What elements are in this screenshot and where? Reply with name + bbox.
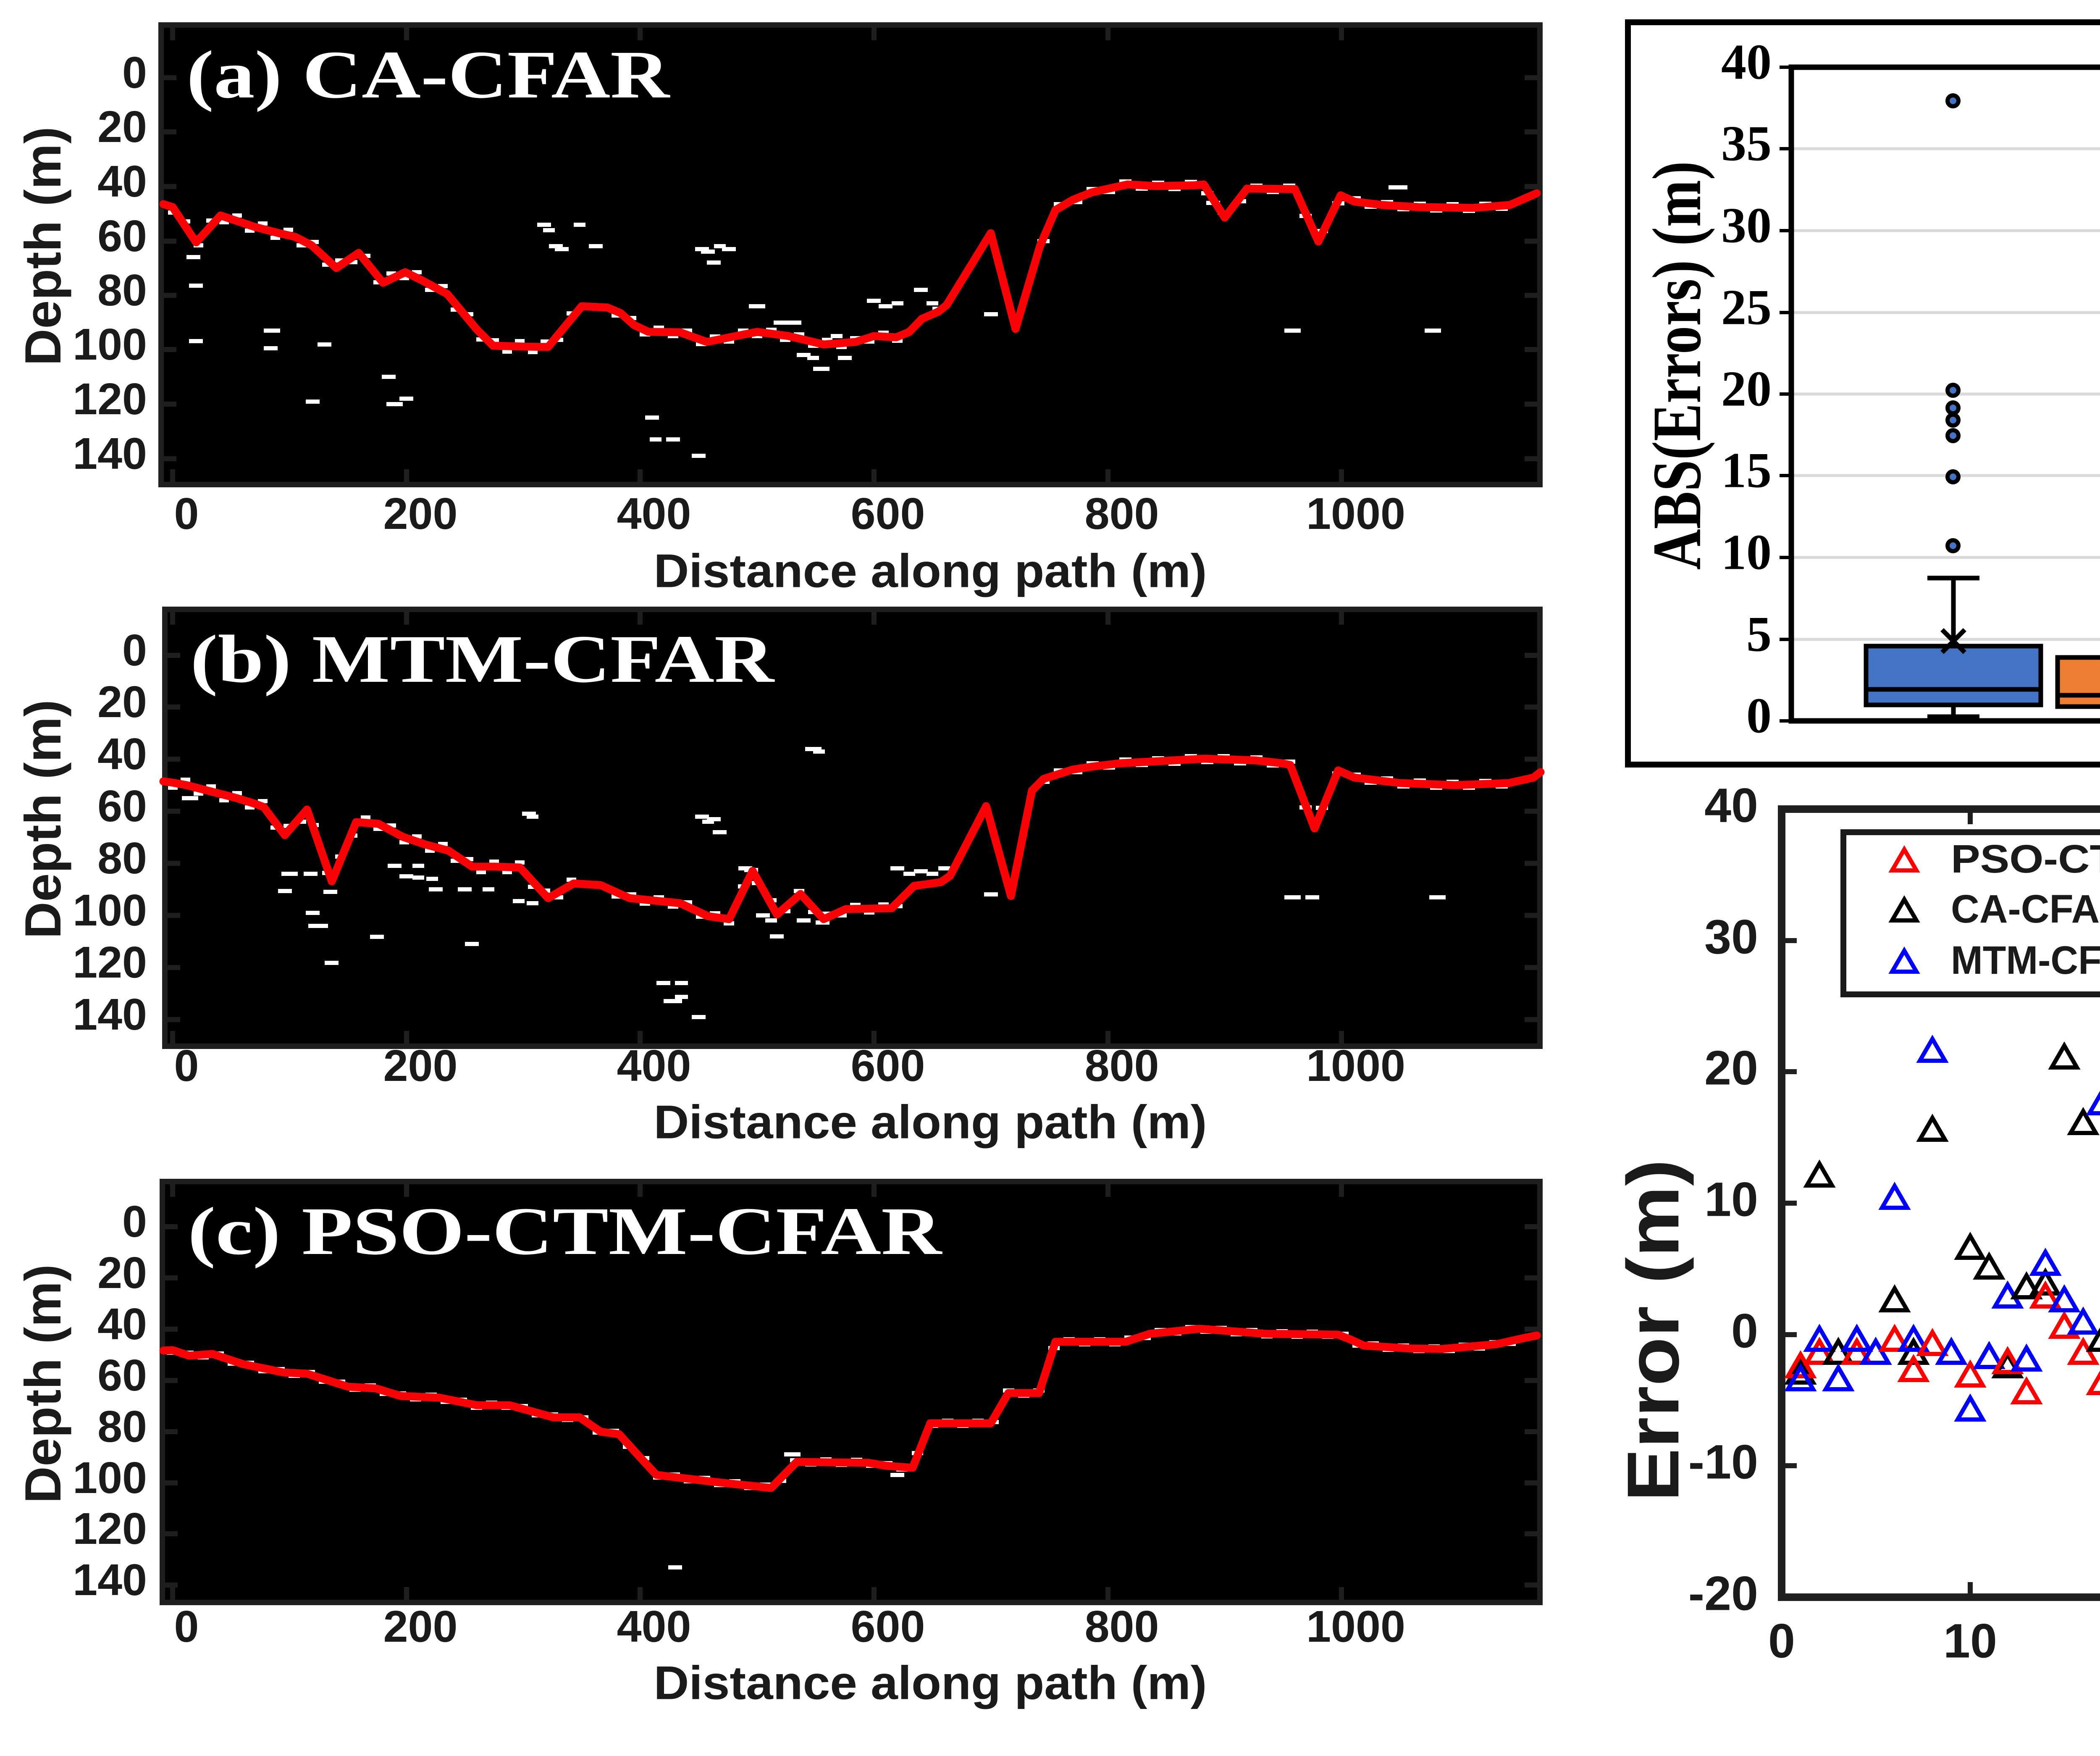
svg-text:Error (m): Error (m) [1612,1159,1694,1502]
svg-text:40: 40 [97,157,147,206]
svg-text:Distance along path (m): Distance along path (m) [654,1096,1207,1149]
svg-text:0: 0 [1731,1304,1758,1358]
svg-text:(a) CA-CFAR: (a) CA-CFAR [186,37,670,113]
svg-text:800: 800 [1085,1602,1159,1651]
svg-text:(c) PSO-CTM-CFAR: (c) PSO-CTM-CFAR [188,1194,942,1269]
svg-text:140: 140 [73,990,147,1039]
svg-text:200: 200 [383,1602,458,1651]
svg-text:200: 200 [383,1041,458,1091]
svg-text:20: 20 [1704,1041,1758,1095]
svg-text:0: 0 [174,489,199,539]
svg-text:120: 120 [73,938,147,987]
svg-text:0: 0 [122,1197,147,1246]
svg-text:10: 10 [1943,1614,1997,1668]
svg-text:(b) MTM-CFAR: (b) MTM-CFAR [190,622,775,697]
svg-text:80: 80 [97,833,147,883]
svg-text:800: 800 [1085,489,1159,539]
svg-text:1000: 1000 [1306,1041,1405,1091]
svg-text:Distance along path (m): Distance along path (m) [654,545,1207,597]
svg-text:120: 120 [73,1504,147,1554]
svg-text:PSO-CTM-CFAR: PSO-CTM-CFAR [1951,837,2100,881]
svg-text:120: 120 [73,374,147,424]
svg-text:80: 80 [97,266,147,315]
svg-text:60: 60 [97,781,147,831]
svg-text:0: 0 [122,48,147,97]
svg-text:80: 80 [97,1402,147,1451]
svg-text:15: 15 [1721,442,1772,498]
svg-text:Depth (m): Depth (m) [14,1264,71,1503]
svg-text:MTM-CFAR: MTM-CFAR [1951,938,2100,983]
svg-text:-20: -20 [1688,1567,1758,1620]
svg-text:20: 20 [97,677,147,727]
svg-text:800: 800 [1085,1041,1159,1091]
svg-text:25: 25 [1721,279,1772,335]
svg-text:1000: 1000 [1306,489,1405,539]
svg-text:140: 140 [73,429,147,478]
svg-text:200: 200 [383,489,458,539]
svg-text:10: 10 [1704,1172,1758,1226]
svg-text:400: 400 [617,1041,691,1091]
svg-text:100: 100 [73,886,147,935]
svg-text:1000: 1000 [1306,1602,1405,1651]
svg-text:Distance along path (m): Distance along path (m) [654,1657,1207,1709]
svg-text:20: 20 [1721,361,1772,417]
svg-text:400: 400 [617,1602,691,1651]
svg-text:600: 600 [851,489,925,539]
svg-text:0: 0 [174,1041,199,1091]
svg-text:140: 140 [73,1555,147,1605]
svg-text:35: 35 [1721,116,1772,171]
svg-text:-10: -10 [1688,1435,1758,1489]
svg-text:CA-CFAR: CA-CFAR [1951,887,2100,931]
svg-text:0: 0 [174,1602,199,1651]
svg-text:600: 600 [851,1041,925,1091]
svg-text:5: 5 [1746,606,1772,662]
svg-text:40: 40 [1721,34,1772,90]
svg-text:600: 600 [851,1602,925,1651]
svg-text:40: 40 [1704,778,1758,832]
svg-text:40: 40 [97,1299,147,1349]
svg-text:10: 10 [1721,524,1772,580]
svg-text:60: 60 [97,1351,147,1400]
svg-text:100: 100 [73,320,147,369]
svg-text:Depth (m): Depth (m) [14,699,71,938]
svg-text:0: 0 [1768,1614,1795,1668]
svg-text:60: 60 [97,211,147,261]
svg-text:20: 20 [97,1248,147,1298]
svg-text:30: 30 [1721,197,1772,253]
svg-text:100: 100 [73,1453,147,1503]
svg-text:400: 400 [617,489,691,539]
svg-text:0: 0 [122,626,147,675]
svg-text:Depth (m): Depth (m) [14,126,71,365]
svg-text:40: 40 [97,729,147,779]
svg-text:20: 20 [97,102,147,152]
svg-text:30: 30 [1704,910,1758,964]
svg-text:0: 0 [1746,688,1772,744]
svg-text:ABS(Errors) (m): ABS(Errors) (m) [1638,161,1715,570]
